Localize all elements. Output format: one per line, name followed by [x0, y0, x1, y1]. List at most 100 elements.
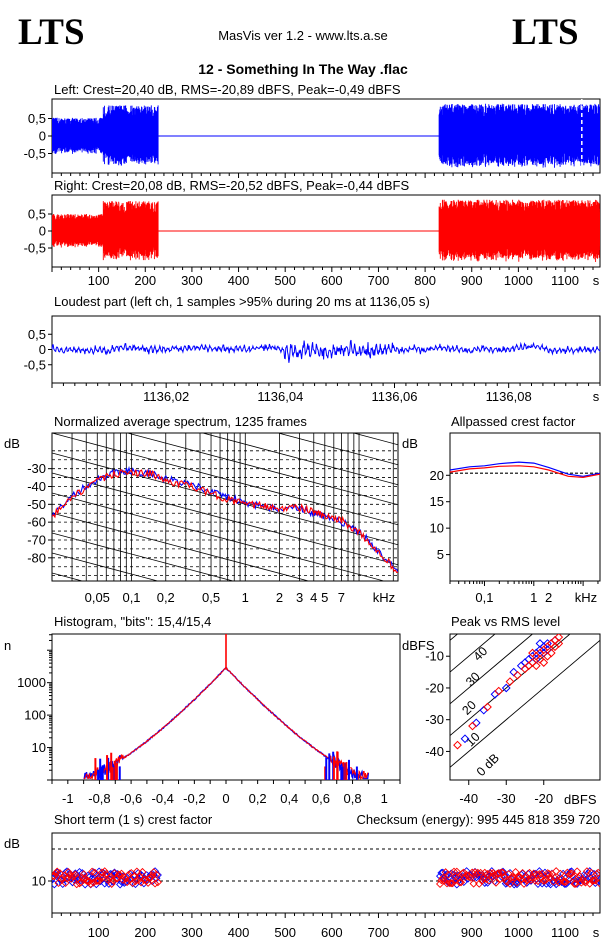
y-tick-label: 0,5 [28, 327, 46, 342]
y-tick-label: -50 [27, 497, 46, 512]
x-tick-label: 4 [310, 590, 317, 605]
short-term-point [589, 876, 598, 885]
short-term-point [138, 867, 147, 876]
right-waveform-plot: 0,5 0 -0,5 100 200 300 400 500 600 700 800 900 1000 1… [24, 194, 601, 288]
x-tick-label: -30 [497, 791, 516, 806]
allpassed-title: Allpassed crest factor [451, 414, 576, 429]
short-term-point [582, 867, 591, 876]
crest-diagonal [450, 639, 600, 768]
x-tick-label: 100 [88, 273, 110, 288]
spectrum-title: Normalized average spectrum, 1235 frames [54, 414, 307, 429]
short-term-point [526, 876, 536, 885]
y-tick-label: -40 [425, 744, 444, 759]
x-tick-label: 1136,04 [257, 389, 303, 404]
short-term-point [79, 870, 88, 879]
x-tick-label: 500 [274, 273, 296, 288]
short-term-point [566, 870, 575, 879]
short-term-point [491, 878, 501, 887]
short-term-point [557, 874, 566, 883]
short-term-point [89, 868, 98, 877]
short-term-title: Short term (1 s) crest factor [54, 812, 213, 827]
short-term-point [550, 873, 559, 882]
spectrum-diagonal [52, 492, 386, 581]
y-tick-label: -60 [27, 515, 46, 530]
short-term-point [455, 878, 464, 887]
x-tick-label: 200 [134, 925, 156, 940]
spectrum-diagonal [125, 433, 398, 506]
short-term-point [508, 873, 517, 882]
short-term-point [487, 872, 496, 881]
spectrum-series [52, 468, 398, 574]
y-tick-label: -80 [27, 550, 46, 565]
peak-rms-point [554, 639, 564, 648]
y-tick-label: 1000 [17, 675, 46, 690]
x-tick-label: -0,2 [183, 791, 205, 806]
short-term-point [436, 879, 445, 888]
x-tick-label: 0,05 [85, 590, 110, 605]
peak-rms-xlabel: dBFS [564, 792, 597, 807]
y-tick-label: 20 [430, 468, 444, 483]
peak-rms-point [543, 651, 552, 661]
y-tick-label: -30 [425, 712, 444, 727]
crest-diagonal [450, 634, 534, 705]
peak-rms-point [535, 655, 545, 664]
y-tick-label: 10 [32, 740, 46, 755]
x-tick-label: 0,2 [157, 590, 175, 605]
short-term-point [134, 875, 143, 885]
short-term-point [444, 870, 453, 879]
short-term-point [497, 868, 506, 877]
histogram-plot: 1000 100 10 -1 -0,8 -0,6 -0,4 -0,2 0 0,2 0,4 0,6 0,8… [17, 633, 401, 806]
spectrum-frame [51, 432, 399, 582]
x-tick-label: kHz [373, 590, 395, 605]
short-term-point [511, 867, 520, 877]
x-tick-label: 600 [321, 273, 343, 288]
short-term-point [149, 868, 158, 877]
x-tick-label: -0,6 [120, 791, 142, 806]
peak-rms-point [535, 639, 545, 648]
peak-rms-title: Peak vs RMS level [451, 614, 560, 629]
file-title: 12 - Something In The Way .flac [198, 61, 408, 77]
short-term-point [552, 880, 561, 889]
short-term-point [514, 872, 523, 881]
x-tick-label: -0,8 [88, 791, 110, 806]
x-tick-label: 0,1 [475, 590, 493, 605]
loudest-part-line [51, 339, 601, 363]
spectrum-diagonal [52, 532, 235, 581]
short-term-point [95, 877, 104, 886]
allpassed-ylabel: dB [402, 436, 418, 451]
x-tick-label: 1 [381, 791, 388, 806]
short-term-point [561, 877, 570, 887]
loudest-part-plot: 0,50-0,5 1136,02 1136,04 1136,06 1136,08 s [24, 315, 601, 404]
y-tick-label: -30 [27, 461, 46, 476]
short-term-point [64, 868, 73, 877]
spectrum-ylabel: dB [4, 436, 20, 451]
short-term-point [571, 879, 580, 888]
x-tick-label: 0,2 [249, 791, 267, 806]
x-tick-label: -1 [62, 791, 74, 806]
waveform-segment [102, 105, 159, 166]
peak-rms-point [483, 702, 492, 712]
short-term-point [83, 877, 92, 886]
x-tick-label: 1000 [504, 925, 533, 940]
spectrum-diagonal [52, 452, 398, 546]
peak-rms-ylabel: dBFS [402, 638, 435, 653]
short-term-point [587, 868, 596, 877]
app-title: MasVis ver 1.2 - www.lts.a.se [218, 28, 388, 43]
histogram-ylabel: n [4, 638, 11, 653]
waveform-segment [52, 117, 104, 154]
short-term-point [60, 871, 69, 880]
x-tick-label: 7 [338, 590, 345, 605]
short-term-point [440, 876, 449, 885]
peak-rms-point [501, 683, 511, 693]
y-tick-label: 0 [39, 224, 46, 239]
y-tick-label: 15 [430, 494, 444, 509]
x-tick-label: 2 [545, 590, 552, 605]
y-tick-label: -40 [27, 479, 46, 494]
short-term-point [456, 878, 466, 887]
short-term-point [128, 878, 137, 888]
x-tick-label: kHz [575, 590, 597, 605]
left-waveform-title: Left: Crest=20,40 dB, RMS=-20,89 dBFS, P… [54, 82, 401, 97]
short-term-point [469, 879, 478, 888]
short-term-point [538, 869, 547, 878]
short-term-point [109, 876, 118, 885]
